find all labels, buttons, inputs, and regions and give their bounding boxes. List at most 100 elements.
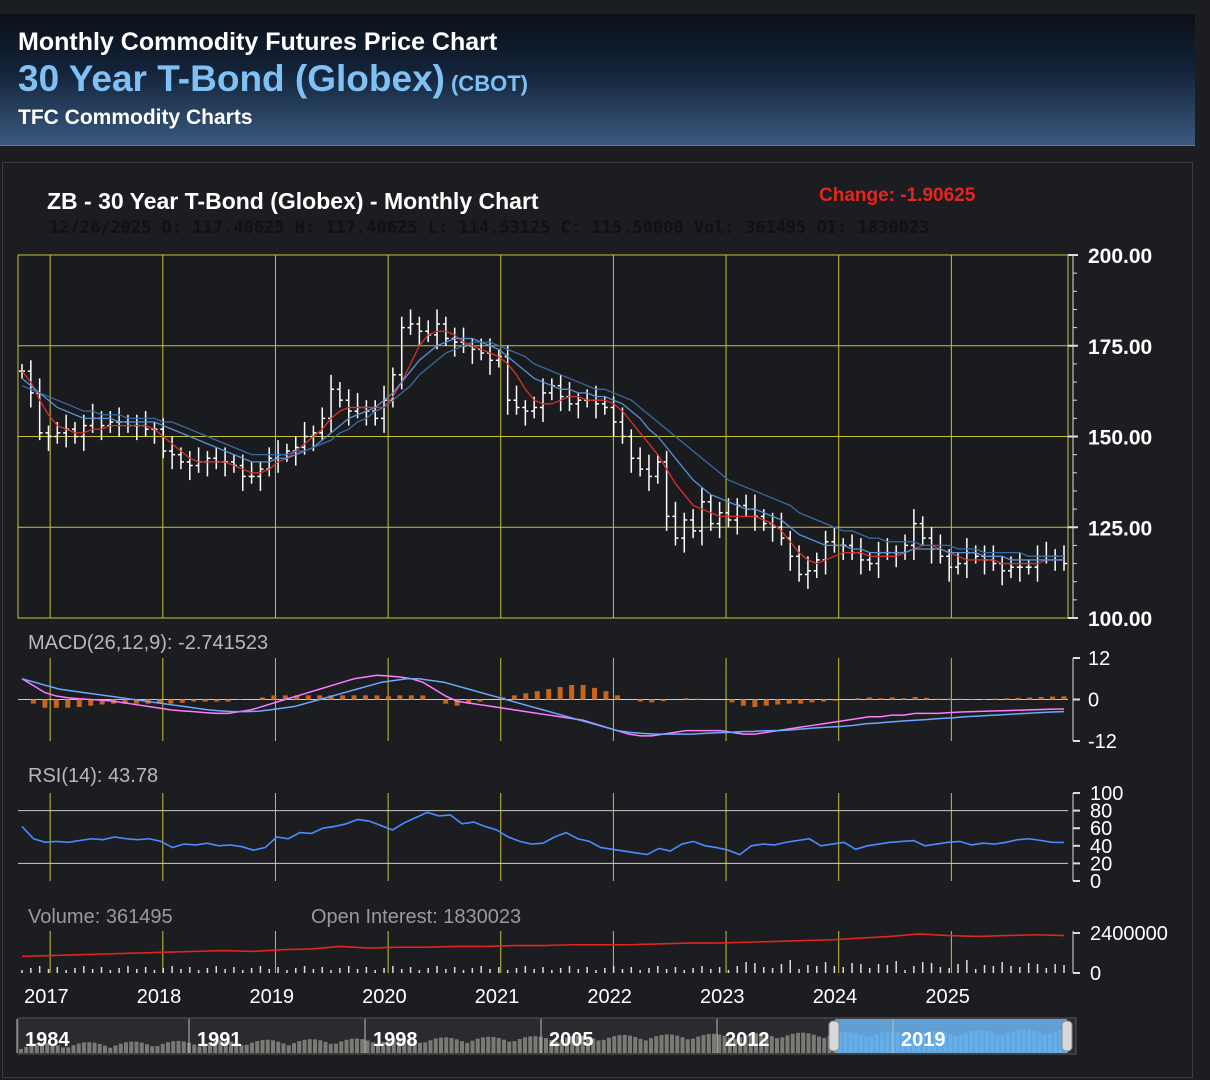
navigator-bar [449,1037,454,1053]
navigator-bar [29,1044,34,1053]
macd-histogram-bar [156,699,162,704]
x-tick-label: 2023 [700,986,745,1008]
navigator-bar [265,1039,270,1053]
navigator-bar [176,1040,181,1053]
rsi-tick-label: 80 [1090,801,1112,823]
macd-histogram-bar [580,684,586,700]
rsi-grid [18,793,1068,881]
x-tick-label: 2018 [137,986,182,1008]
navigator-bar [533,1036,538,1053]
macd-histogram-bar [408,695,414,700]
navigator-bar [66,1047,71,1053]
navigator-bar [370,1042,375,1053]
navigator-bar [213,1041,218,1053]
navigator-bar [706,1033,711,1053]
navigator-right-handle[interactable] [1061,1020,1073,1052]
navigator-left-handle[interactable] [828,1020,840,1052]
navigator-bar [318,1040,323,1053]
price-axis: 200.00 175.00 150.00 125.00 100.00 [1068,245,1152,631]
navigator-bar [24,1046,29,1053]
navigator-bar [748,1033,753,1053]
navigator-bar [717,1034,722,1053]
macd-histogram-bar [889,697,895,700]
navigator-bar [129,1041,134,1053]
navigator-bar [502,1039,506,1053]
navigator-bar [696,1036,701,1053]
navigator-bar [764,1034,769,1053]
open-interest-line-path [21,933,1065,958]
navigator-bar [166,1042,170,1053]
navigator-bar [386,1039,391,1053]
navigator-bar [754,1033,758,1053]
navigator-bar [559,1039,564,1053]
price-grid [18,255,1068,618]
macd-histogram-bar [1061,696,1067,700]
navigator-bar [82,1042,86,1053]
macd-histogram-bar [1015,697,1021,700]
navigator-bar [512,1041,517,1053]
macd-histogram-bar [523,693,529,700]
macd-histogram-bar [454,699,460,706]
navigator-labels: 1984 1991 1998 2005 2012 2019 [16,1019,946,1053]
navigator-bar [649,1038,653,1053]
navigator-bar [517,1038,522,1053]
navigator-bar [355,1038,359,1053]
navigator-bar [475,1038,480,1053]
navigator-bar [628,1035,632,1053]
macd-histogram-bar [168,699,174,704]
x-tick-label: 2021 [475,986,519,1008]
navigator-bar [659,1034,664,1053]
navigator-bar [286,1045,291,1053]
time-navigator[interactable]: 1984 1991 1998 2005 2012 2019 [16,1017,1077,1055]
macd-histogram-bar [420,695,426,700]
navigator-bar [155,1046,160,1053]
navigator-bar [712,1033,716,1053]
navigator-bar [313,1039,317,1053]
navigator-bar [229,1041,233,1053]
macd-histogram-bar [878,698,884,700]
macd-histogram-bar [122,699,128,704]
macd-histogram-bar [351,695,357,700]
x-tick-label: 2017 [24,986,69,1008]
macd-histogram-bar [958,698,964,700]
macd-histogram-bar [374,695,380,700]
macd-histogram-bar [752,699,758,707]
macd-histogram-bar [1027,697,1033,700]
navigator-bar [118,1043,123,1053]
volume-title: Volume: 361495 [28,906,173,928]
navigator-label: 2012 [725,1029,770,1051]
navigator-bar [328,1043,333,1053]
navigator-bar [481,1037,485,1053]
navigator-bar [412,1040,417,1053]
navigator-bar [570,1036,575,1053]
navigator-bar [391,1038,396,1053]
navigator-bar [71,1045,76,1053]
navigator-label: 1984 [25,1029,70,1051]
macd-signal-line [21,678,1065,735]
navigator-selection[interactable] [835,1019,1067,1053]
navigator-bar [591,1038,596,1053]
navigator-bar [433,1038,438,1053]
macd-histogram-bar [88,699,94,706]
open-interest-line [21,933,1065,958]
volume-tick-label: 0 [1090,963,1101,985]
navigator-bar [654,1036,659,1053]
navigator-bar [733,1039,737,1053]
volume-axis: 2400000 0 [1072,923,1168,985]
navigator-bar [523,1037,527,1053]
chart-panel: ZB - 30 Year T-Bond (Globex) - Monthly C… [2,162,1193,1078]
exchange-name: (CBOT) [450,71,528,96]
navigator-bar [402,1038,407,1053]
chart-svg[interactable]: ZB - 30 Year T-Bond (Globex) - Monthly C… [3,163,1192,1077]
navigator-bar [607,1037,611,1053]
macd-histogram-bar [328,695,334,700]
x-tick-label: 2020 [362,986,407,1008]
navigator-bar [454,1039,459,1053]
macd-histogram-bar [65,699,71,708]
ohlc-readout: 12/26/2025 O: 117.40625 H: 117.40625 L: … [49,218,929,238]
navigator-bar [202,1044,207,1053]
navigator-bar [334,1043,338,1053]
navigator-bar [145,1044,149,1053]
navigator-bar [439,1037,443,1053]
